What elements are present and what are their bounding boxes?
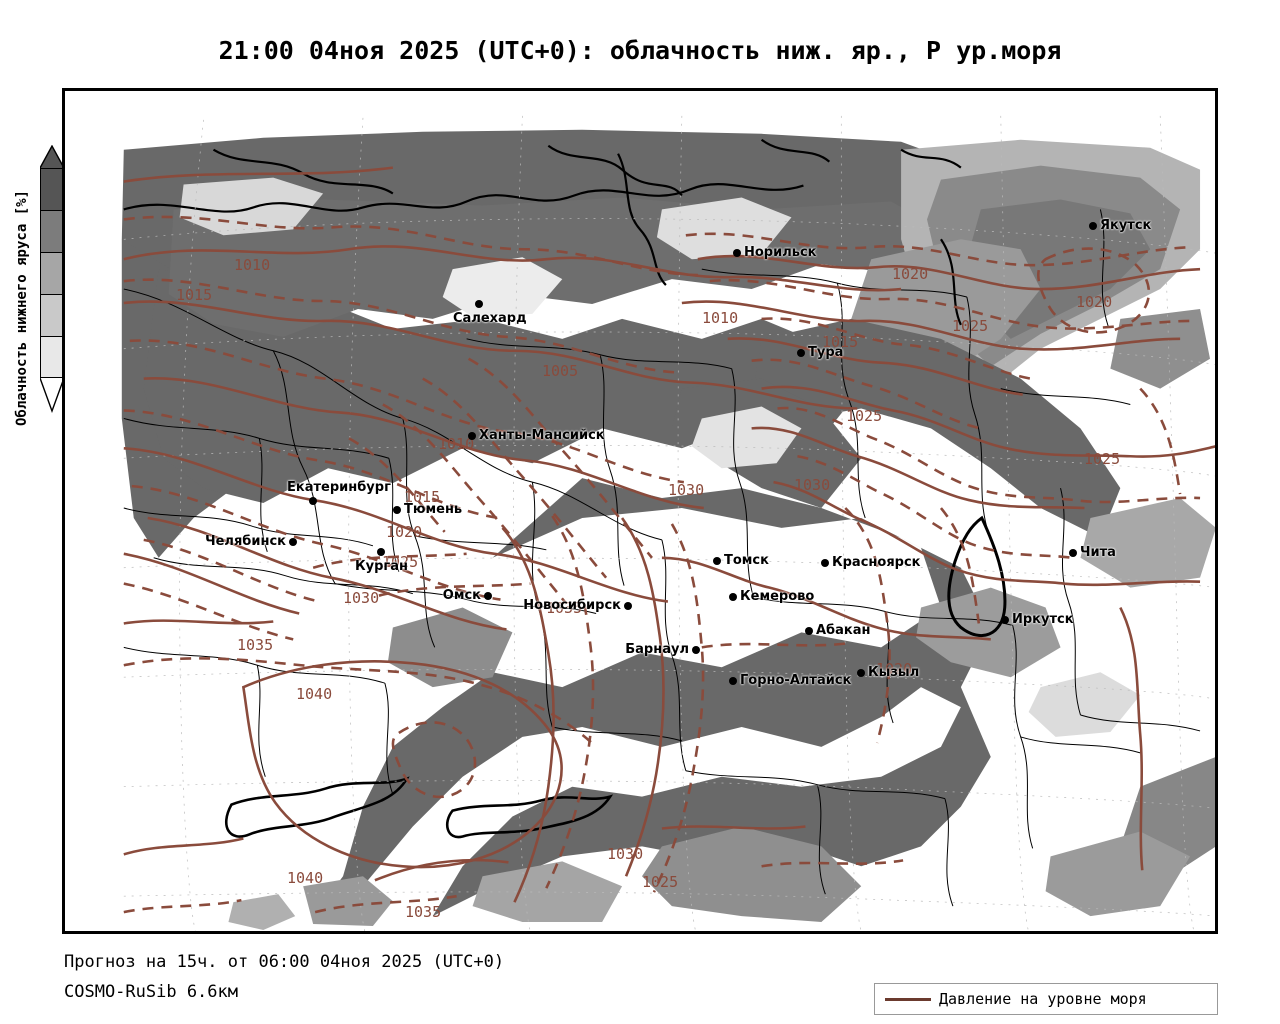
colorbar-band-30 [40, 294, 64, 336]
forecast-map[interactable]: 1010 1015 1005 1010 1015 1020 1020 1025 1025 1025… [62, 88, 1218, 934]
isobars-dashed [123, 215, 1201, 914]
colorbar-band-70 [40, 210, 64, 252]
pressure-legend-label: Давление на уровне моря [939, 990, 1147, 1008]
page-title: 21:00 04ноя 2025 (UTC+0): облачность ниж… [218, 36, 1062, 65]
pressure-legend: Давление на уровне моря [874, 983, 1218, 1015]
colorbar-separator [40, 210, 64, 211]
forecast-info-line: Прогноз на 15ч. от 06:00 04ноя 2025 (UTC… [64, 952, 505, 972]
lake-zaysan [445, 794, 614, 839]
lake-baikal [947, 515, 1007, 638]
colorbar-band-50 [40, 252, 64, 294]
colorbar-separator [40, 336, 64, 337]
colorbar-top-arrow [40, 146, 64, 168]
coastline [123, 138, 962, 326]
colorbar-axis-title: Облачность нижнего яруса [%] [14, 190, 30, 427]
map-canvas [64, 90, 1216, 932]
colorbar-separator [40, 294, 64, 295]
colorbar-band-10 [40, 336, 64, 378]
model-info-line: COSMO-RuSib 6.6км [64, 982, 238, 1002]
lake-balkhash [225, 776, 410, 838]
cloudiness-colorbar: 90 70 50 30 10 [40, 145, 85, 413]
colorbar-band-90 [40, 168, 64, 210]
cloud-cover-field [121, 129, 1216, 931]
colorbar-separator [40, 252, 64, 253]
graticule [123, 115, 1216, 932]
pressure-line-swatch [885, 997, 931, 1001]
